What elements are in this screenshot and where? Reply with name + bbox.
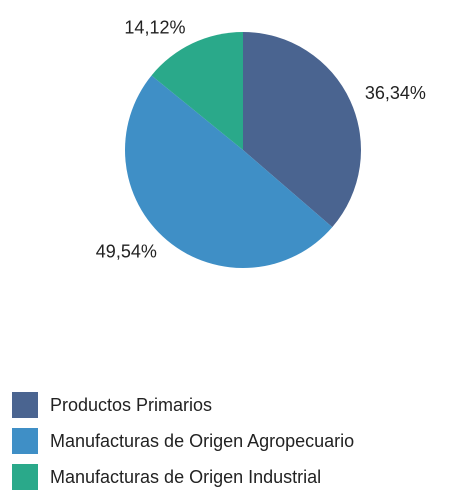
pie-slice xyxy=(151,32,243,150)
pie-slice xyxy=(243,32,361,228)
data-label: 49,54% xyxy=(96,241,157,261)
legend-label: Manufacturas de Origen Agropecuario xyxy=(50,431,354,451)
legend-swatch xyxy=(12,464,38,490)
legend-label: Manufacturas de Origen Industrial xyxy=(50,467,321,487)
data-label: 36,34% xyxy=(365,83,426,103)
pie-slice xyxy=(124,75,333,269)
legend-swatch xyxy=(12,392,38,418)
legend-swatch xyxy=(12,428,38,454)
legend-label: Productos Primarios xyxy=(50,395,212,415)
data-label: 14,12% xyxy=(124,18,185,38)
